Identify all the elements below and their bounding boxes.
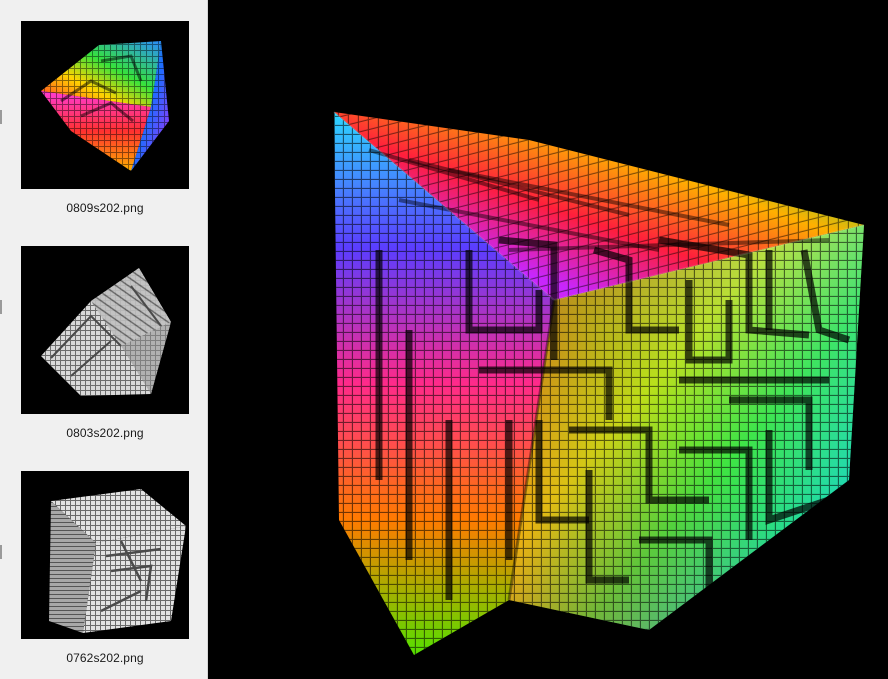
thumbnail-filename: 0803s202.png	[66, 426, 144, 440]
thumbnail-image[interactable]	[21, 471, 189, 639]
sidebar-edge-mark	[0, 110, 2, 124]
image-viewer	[209, 0, 888, 679]
thumbnail-item-0803s202[interactable]: 0803s202.png	[21, 246, 189, 440]
thumbnail-item-0809s202[interactable]: 0809s202.png	[21, 21, 189, 215]
sidebar-edge-mark	[0, 300, 2, 314]
sidebar-edge-mark	[0, 545, 2, 559]
thumbnail-image[interactable]	[21, 246, 189, 414]
thumbnail-sidebar: 0809s202.png	[0, 0, 208, 679]
thumbnail-filename: 0809s202.png	[66, 201, 144, 215]
rainbow-maze-cube-image	[333, 111, 865, 655]
thumbnail-image[interactable]	[21, 21, 189, 189]
thumbnail-item-0762s202[interactable]: 0762s202.png	[21, 471, 189, 665]
thumbnail-filename: 0762s202.png	[66, 651, 144, 665]
